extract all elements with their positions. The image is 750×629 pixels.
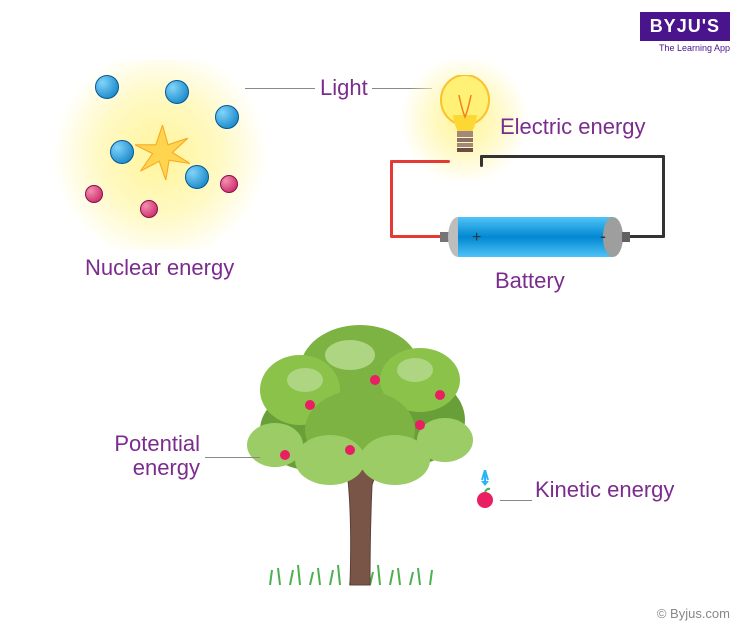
- lightbulb-icon: [435, 75, 495, 160]
- leader-line: [500, 500, 532, 501]
- atom-pink: [220, 175, 238, 193]
- nuclear-energy-label: Nuclear energy: [85, 255, 234, 281]
- leader-line: [205, 457, 260, 458]
- battery-icon: + -: [440, 210, 630, 265]
- atom-blue: [215, 105, 239, 129]
- svg-text:-: -: [600, 226, 606, 246]
- wire-red: [390, 160, 393, 200]
- atom-blue: [165, 80, 189, 104]
- wire-black: [480, 155, 665, 158]
- wire-red: [390, 197, 393, 237]
- wire-black: [662, 155, 665, 238]
- wire-black: [625, 235, 665, 238]
- copyright-text: © Byjus.com: [657, 606, 730, 621]
- wire-red: [390, 235, 445, 238]
- potential-energy-label: Potential energy: [90, 432, 200, 480]
- logo-subtitle: The Learning App: [640, 43, 730, 53]
- falling-apple-icon: [470, 470, 500, 520]
- atom-pink: [140, 200, 158, 218]
- battery-label: Battery: [495, 268, 565, 294]
- atom-blue: [110, 140, 134, 164]
- tree-icon: [210, 300, 510, 600]
- logo-title: BYJU'S: [640, 12, 730, 41]
- light-label: Light: [320, 75, 368, 101]
- electric-energy-label: Electric energy: [500, 115, 646, 139]
- atom-blue: [185, 165, 209, 189]
- nuclear-burst-icon: [135, 125, 190, 180]
- svg-text:+: +: [472, 229, 481, 246]
- brand-logo: BYJU'S The Learning App: [640, 12, 730, 53]
- wire-red: [390, 160, 450, 163]
- kinetic-energy-label: Kinetic energy: [535, 478, 674, 502]
- atom-blue: [95, 75, 119, 99]
- atom-pink: [85, 185, 103, 203]
- leader-line: [245, 88, 315, 89]
